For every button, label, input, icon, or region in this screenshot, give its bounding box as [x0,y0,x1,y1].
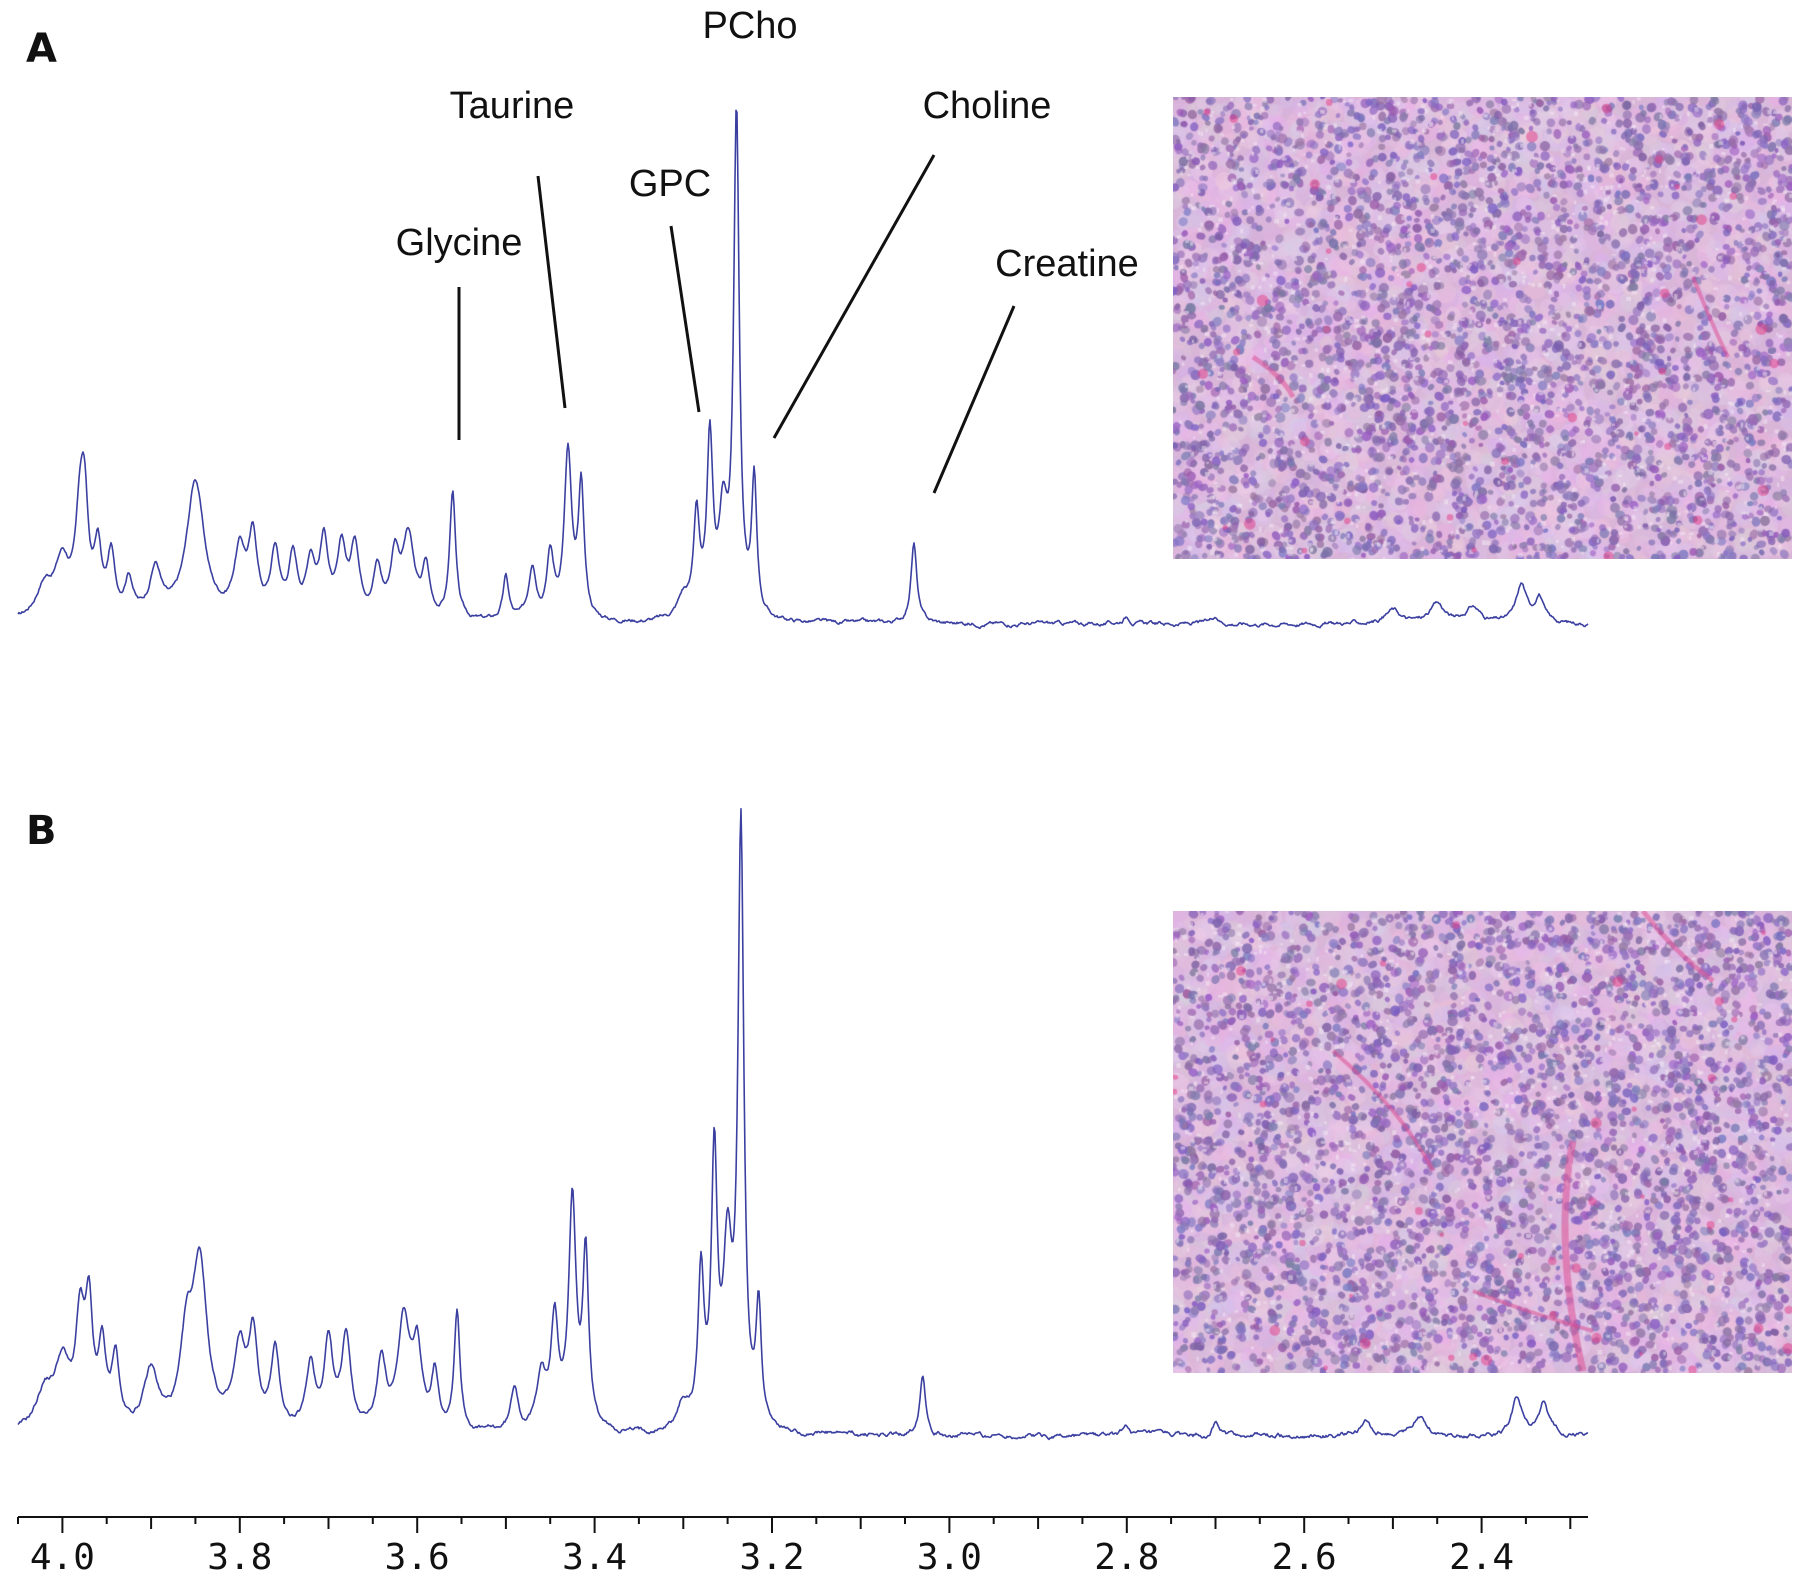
x-tick-label: 3.2 [739,1537,804,1578]
annotation-leader-choline [772,154,936,439]
panel-letter-b: B [26,808,57,854]
panel-letter-a: A [26,26,57,72]
x-tick-label: 3.4 [562,1537,627,1578]
x-axis: 4.0 3.8 3.6 3.4 3.2 3.0 2.8 2.6 2.4 [17,1516,1588,1578]
annotation-label-creatine: Creatine [995,243,1139,285]
histology-image-a-canvas [1173,97,1792,559]
spectrum-a [17,109,1589,630]
x-tick-label: 3.6 [385,1537,450,1578]
histology-image-b [1173,911,1792,1373]
annotation-leader-creatine [932,305,1016,494]
histology-image-b-canvas [1173,911,1792,1373]
annotation-label-gpc: GPC [629,163,711,205]
annotation-label-glycine: Glycine [396,222,523,264]
annotation-leader-taurine [536,175,567,409]
x-tick-label: 4.0 [30,1537,95,1578]
spectrum-line [17,807,1589,1441]
annotation-label-pcho: PCho [702,5,797,47]
spectrum-line [17,109,1589,630]
spectrum-b [17,807,1589,1441]
x-tick-label: 2.4 [1449,1537,1514,1578]
histology-image-a [1173,97,1792,559]
annotation-leader-gpc [669,225,701,413]
annotation-label-taurine: Taurine [450,85,575,127]
annotation-label-choline: Choline [923,85,1052,127]
x-tick-label: 3.8 [207,1537,272,1578]
x-tick-label: 2.8 [1094,1537,1159,1578]
peak-annotations: Glycine Taurine GPC PCho Choline Creatine [396,5,1139,494]
x-tick-label: 2.6 [1272,1537,1337,1578]
x-tick-label: 3.0 [917,1537,982,1578]
